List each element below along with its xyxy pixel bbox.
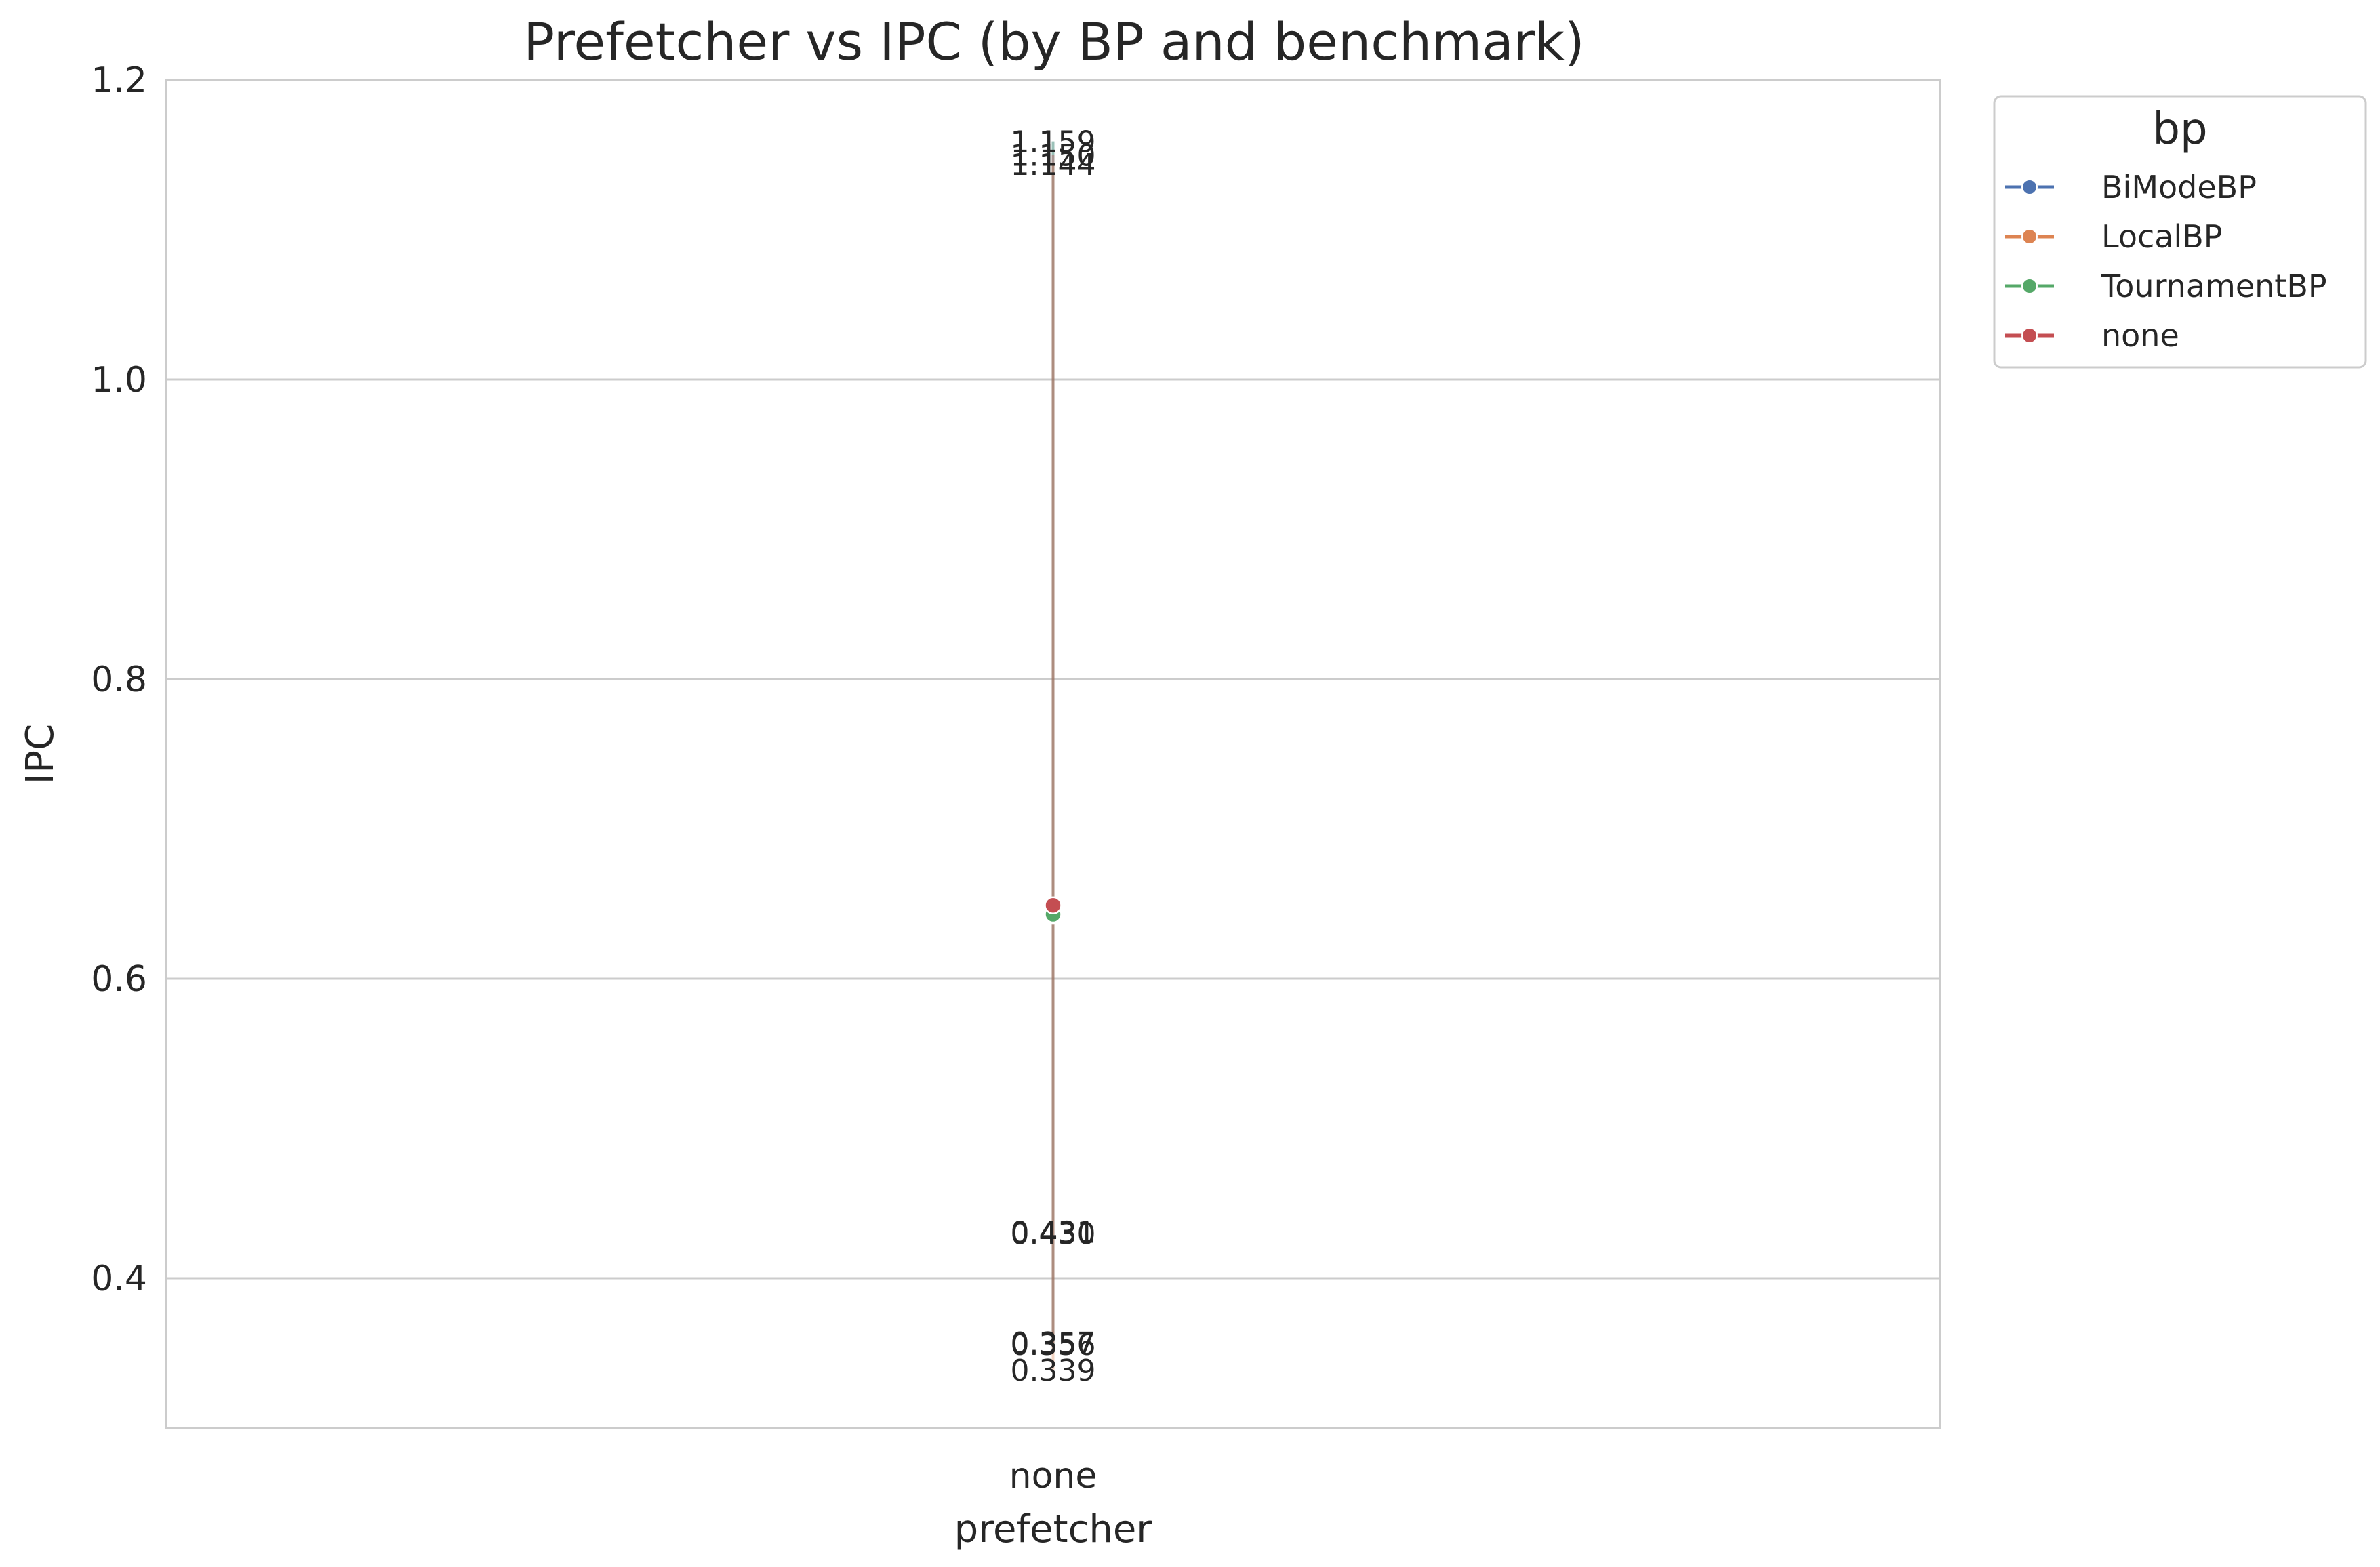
- y-tick-label: 1.0: [91, 360, 147, 401]
- legend-swatch-marker: [2021, 228, 2038, 245]
- value-label: 0.356: [1011, 1328, 1096, 1362]
- y-axis: 0.4 0.6 0.8 1.0 1.2: [91, 60, 147, 1299]
- legend-entry-label: none: [2101, 317, 2179, 354]
- data-marks: [1044, 141, 1062, 1370]
- legend-title: bp: [2152, 104, 2207, 155]
- legend-items: BiModeBP LocalBP TournamentBP none: [2005, 169, 2327, 354]
- legend-swatch-marker: [2021, 278, 2038, 294]
- chart-title: Prefetcher vs IPC (by BP and benchmark): [523, 12, 1584, 72]
- value-label: 1.159: [1011, 125, 1096, 160]
- value-label: 0.431: [1011, 1215, 1096, 1250]
- legend-entry-label: TournamentBP: [2101, 268, 2327, 304]
- y-axis-label: IPC: [18, 724, 62, 784]
- y-tick-label: 0.4: [91, 1259, 147, 1299]
- value-label: 0.357: [1011, 1326, 1096, 1361]
- legend-swatch-marker: [2021, 179, 2038, 195]
- y-tick-label: 1.2: [91, 60, 147, 101]
- legend-box: [1993, 95, 2367, 369]
- x-axis-label: prefetcher: [954, 1507, 1153, 1551]
- legend-entry-label: BiModeBP: [2101, 169, 2257, 205]
- plot-area: [165, 79, 1941, 1429]
- legend-swatch-marker: [2021, 327, 2038, 344]
- value-label: 0.339: [1011, 1354, 1096, 1388]
- legend-entry-label: LocalBP: [2101, 218, 2223, 255]
- data-point: [1044, 896, 1062, 914]
- value-label: 1.150: [1011, 139, 1096, 174]
- value-label: 0.430: [1011, 1217, 1096, 1252]
- y-tick-label: 0.8: [91, 659, 147, 700]
- legend[interactable]: bp BiModeBP LocalBP TournamentBP none: [1993, 95, 2367, 369]
- value-label: 1.144: [1011, 148, 1096, 182]
- y-tick-label: 0.6: [91, 959, 147, 1000]
- x-axis: none: [1009, 1456, 1097, 1497]
- x-tick-label: none: [1009, 1456, 1097, 1497]
